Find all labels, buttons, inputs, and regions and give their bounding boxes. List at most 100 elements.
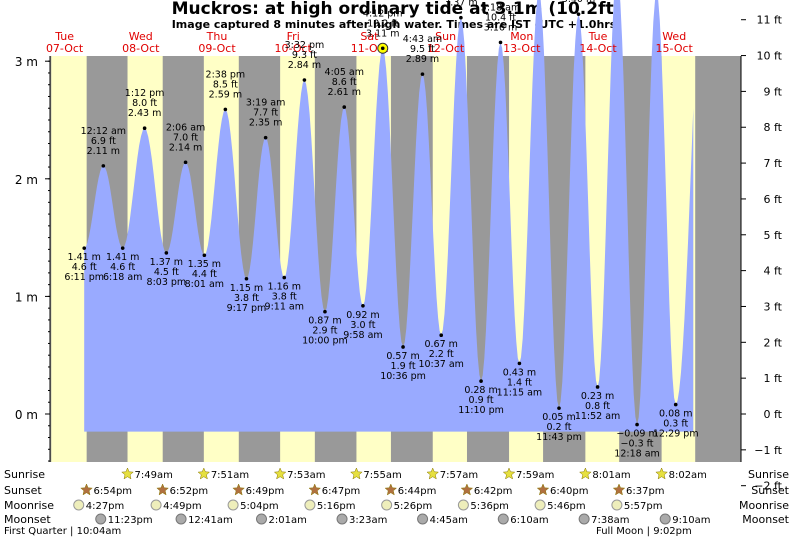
moonset-time: 11:23pm	[108, 515, 153, 526]
date-label: 14-Oct	[579, 42, 617, 55]
y-tick-label-m: 0 m	[15, 408, 38, 422]
low-tide-label: 0.28 m	[464, 385, 497, 396]
sunset-star-icon	[156, 483, 169, 496]
chart-title: Muckros: at high ordinary tide at 3.1m (…	[171, 0, 622, 19]
y-tick-label-m: 2 m	[15, 173, 38, 187]
sunrise-star-icon	[273, 467, 287, 480]
tide-point	[479, 379, 483, 383]
high-tide-label: 2.61 m	[328, 87, 361, 98]
y-tick-label-ft: 11 ft	[757, 14, 783, 27]
date-label: 07-Oct	[46, 42, 84, 55]
sunset-time: 6:52pm	[170, 486, 209, 497]
moonrise-icon	[304, 499, 316, 511]
day-of-week: Wed	[662, 30, 686, 43]
moonrise-icon	[227, 499, 239, 511]
y-tick-label-ft: 4 ft	[764, 265, 783, 278]
high-tide-label: 2.43 m	[128, 108, 161, 119]
tide-point	[380, 46, 385, 51]
chart-subtitle: Image captured 8 minutes after high wate…	[171, 18, 622, 31]
low-tide-label: 4.6 ft	[110, 262, 135, 273]
high-tide-label: 4:05 am	[325, 67, 364, 78]
tide-point	[183, 160, 188, 165]
tide-curve	[84, 0, 694, 432]
low-tide-label: 9:11 am	[265, 302, 304, 313]
low-tide-label: 11:52 am	[575, 411, 620, 422]
y-tick-label-ft: 1 ft	[764, 372, 783, 385]
date-label: 13-Oct	[503, 42, 541, 55]
sunrise-star-icon	[426, 467, 440, 480]
low-tide-label: 1.35 m	[188, 259, 221, 270]
day-of-week: Fri	[287, 30, 300, 43]
sunrise-star-icon	[578, 467, 592, 480]
high-tide-label: 2.59 m	[209, 89, 242, 100]
y-tick-label-ft: 6 ft	[764, 193, 783, 206]
y-tick-label-ft: −1 ft	[754, 444, 782, 457]
tide-point	[202, 253, 207, 258]
astro-rows: Sunrise Sunrise Sunset Sunset Moonrise Moonri…	[4, 467, 790, 537]
low-tide-label: 0.92 m	[346, 310, 379, 321]
low-tide-label: 11:15 am	[497, 387, 542, 398]
moonset-icon	[95, 513, 107, 525]
low-tide-label: −0.09 m	[616, 429, 657, 440]
low-tide-label: 6:11 pm	[64, 272, 104, 283]
tide-point	[361, 304, 365, 308]
tide-point	[517, 361, 522, 366]
low-tide-label: 0.8 ft	[585, 401, 610, 412]
date-label: 08-Oct	[122, 42, 160, 55]
high-tide-label: 4:12 pm	[363, 8, 403, 19]
date-label: 10-Oct	[275, 42, 313, 55]
row-label-right: Moonset	[742, 513, 789, 526]
y-tick-label-ft: 9 ft	[764, 85, 783, 98]
low-tide-label: 2.9 ft	[312, 326, 337, 337]
tide-point	[120, 246, 125, 250]
low-tide-label: 11:43 pm	[536, 432, 582, 443]
sunset-star-icon	[536, 483, 550, 496]
high-tide-label: 8.0 ft	[132, 98, 157, 109]
high-tide-label: 7.0 ft	[173, 132, 198, 143]
moonset-time: 4:45am	[430, 515, 468, 526]
sunrise-time: 7:51am	[211, 470, 249, 481]
tide-point	[439, 333, 444, 338]
y-tick-label-ft: 3 ft	[764, 300, 783, 313]
sunrise-time: 7:59am	[516, 470, 554, 481]
high-tide-label: 2.11 m	[87, 146, 120, 157]
day-of-week: Sun	[435, 30, 456, 43]
sunrise-time: 7:57am	[440, 470, 478, 481]
tide-point	[420, 72, 425, 76]
moonset-icon	[578, 513, 590, 525]
low-tide-label: 3.0 ft	[350, 320, 375, 331]
tide-point	[282, 275, 287, 280]
high-tide-label: 4:43 am	[403, 34, 442, 45]
tide-point	[459, 15, 463, 20]
moonrise-time: 5:57pm	[624, 501, 663, 512]
high-tide-label: 6.9 ft	[91, 136, 116, 147]
sunset-time: 6:42pm	[474, 486, 513, 497]
high-tide-label: 10.4 ft	[485, 12, 516, 23]
sunset-time: 6:40pm	[550, 486, 589, 497]
low-tide-label: 12:18 am	[614, 449, 659, 460]
high-tide-label: 2.89 m	[406, 54, 439, 65]
low-tide-label: 10:36 pm	[380, 371, 426, 382]
sunrise-time: 8:02am	[669, 470, 707, 481]
moonset-icon	[336, 513, 348, 525]
date-headers: Tue07-OctWed08-OctThu09-OctFri10-OctSat1…	[46, 30, 694, 55]
high-tide-label: 8.5 ft	[213, 79, 238, 90]
low-tide-label: 1.41 m	[68, 252, 101, 263]
low-tide-label: 1.15 m	[230, 283, 263, 294]
high-tide-label: 7.7 ft	[253, 108, 278, 119]
sunset-star-icon	[232, 483, 245, 496]
high-tide-label: 5:18 am	[481, 2, 520, 13]
night-band	[695, 56, 741, 462]
sunset-time: 6:47pm	[322, 486, 361, 497]
full-moon-label: Full Moon | 9:02pm	[596, 526, 692, 537]
y-tick-label-ft: −2 ft	[754, 480, 782, 493]
day-of-week: Tue	[588, 30, 608, 43]
date-label: 12-Oct	[427, 42, 465, 55]
sunrise-time: 7:55am	[363, 470, 401, 481]
moonrise-time: 4:49pm	[163, 501, 202, 512]
tide-point	[673, 402, 678, 407]
moonset-time: 9:10am	[672, 515, 710, 526]
tide-point	[82, 246, 87, 250]
